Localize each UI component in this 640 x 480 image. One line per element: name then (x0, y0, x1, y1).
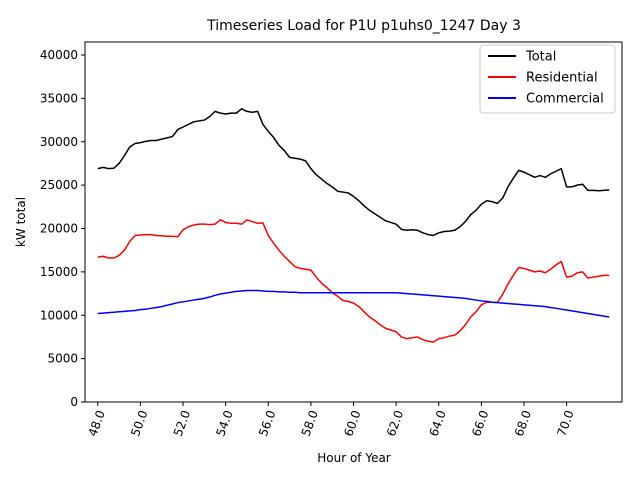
legend-label-commercial: Commercial (526, 92, 604, 107)
legend-box (479, 44, 616, 114)
legend: Total Residential Commercial (479, 44, 616, 114)
y-axis-label: kW total (14, 197, 28, 247)
x-tick-label: 52.0 (171, 408, 193, 438)
x-axis-label: Hour of Year (317, 451, 391, 465)
y-tick-label: 20000 (40, 222, 78, 236)
x-tick-label: 54.0 (213, 408, 235, 438)
x-tick-label: 62.0 (384, 408, 406, 438)
series-line-residential (97, 219, 610, 343)
y-tick-label: 10000 (40, 308, 78, 322)
y-tick-label: 35000 (40, 91, 78, 105)
x-tick-label: 64.0 (427, 408, 449, 438)
legend-label-total: Total (525, 50, 556, 65)
plot-area (97, 108, 610, 343)
x-tick-label: 58.0 (299, 408, 321, 438)
x-tick-label: 66.0 (469, 408, 491, 438)
chart-title: Timeseries Load for P1U p1uhs0_1247 Day … (206, 18, 521, 34)
legend-label-residential: Residential (526, 71, 598, 86)
x-tick-label: 48.0 (86, 408, 108, 438)
y-tick-label: 0 (70, 395, 78, 409)
series-line-total (97, 108, 610, 237)
x-tick-label: 50.0 (128, 408, 150, 438)
x-tick-label: 68.0 (512, 408, 534, 438)
x-tick-label: 56.0 (256, 408, 278, 438)
x-tick-label: 60.0 (341, 408, 363, 438)
y-tick-label: 25000 (40, 178, 78, 192)
series-line-commercial (97, 289, 610, 318)
y-tick-label: 40000 (40, 48, 78, 62)
x-tick-label: 70.0 (554, 408, 576, 438)
y-tick-label: 15000 (40, 265, 78, 279)
y-tick-label: 5000 (47, 352, 78, 366)
y-tick-label: 30000 (40, 135, 78, 149)
